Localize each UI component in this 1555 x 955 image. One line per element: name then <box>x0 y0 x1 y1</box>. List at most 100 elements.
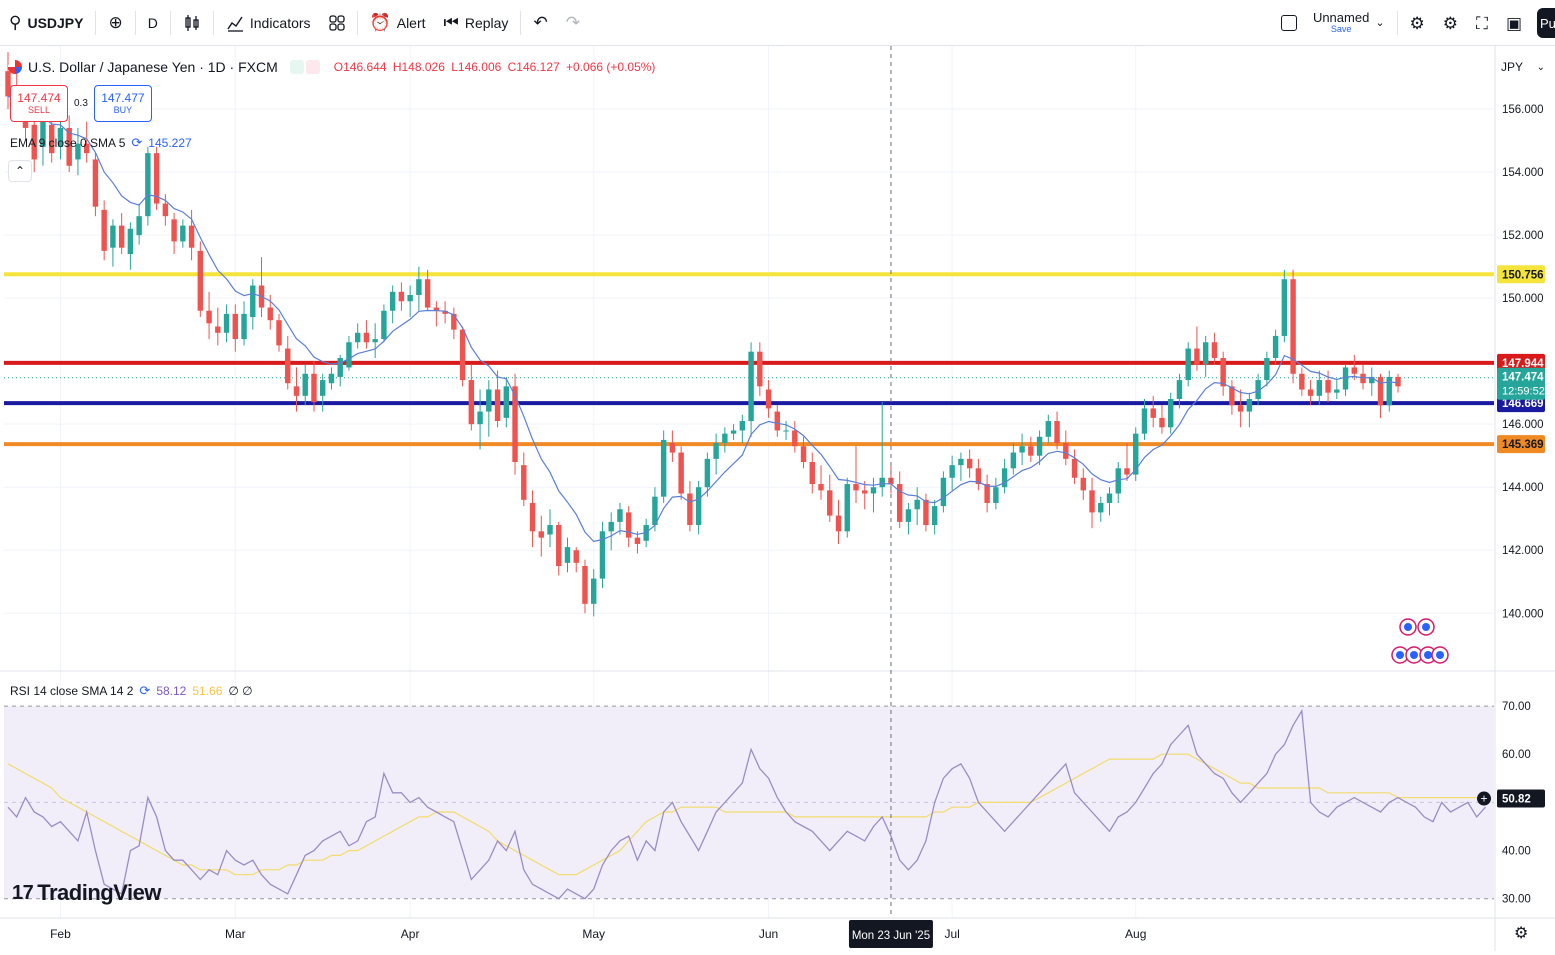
candle-body <box>398 291 405 302</box>
redo-icon: ↷ <box>565 13 580 32</box>
fullscreen-button[interactable]: ⛶ <box>1467 0 1497 46</box>
legend-title: U.S. Dollar / Japanese Yen · 1D · FXCM <box>28 59 278 75</box>
candle-body <box>83 143 90 154</box>
chart-container[interactable]: 156.000154.000152.000150.000148.000146.0… <box>0 46 1555 955</box>
chart-type-button[interactable] <box>174 0 210 46</box>
symbol-search-button[interactable]: ⚲ USDJPY <box>0 0 92 46</box>
quick-search-button[interactable]: ⚙ <box>1401 0 1434 46</box>
replay-button[interactable]: ⏮ Replay <box>435 0 518 46</box>
indicators-button[interactable]: Indicators <box>217 0 320 46</box>
candle-body <box>1194 348 1200 365</box>
candle-body <box>538 531 544 538</box>
add-alert-icon[interactable] <box>1477 791 1491 806</box>
loading-icon: ⟳ <box>139 683 151 698</box>
candle-body <box>328 373 335 384</box>
candle-body <box>197 250 204 311</box>
settings-button[interactable]: ⚙ <box>1434 0 1467 46</box>
candle-body <box>905 509 912 522</box>
rsi-lines <box>7 708 1486 900</box>
collapse-legend-button[interactable]: ⌃ <box>8 160 32 182</box>
market-open-icon <box>289 60 304 74</box>
logo-text: TradingView <box>37 880 161 905</box>
toolbar-divider <box>1396 11 1398 35</box>
candle-body <box>1141 408 1148 434</box>
candle-body <box>459 329 466 381</box>
rsi-series-line <box>7 708 1486 900</box>
main-legend: U.S. Dollar / Japanese Yen · 1D · FXCM O… <box>8 59 658 75</box>
candle-body <box>66 127 72 166</box>
compare-symbol-button[interactable]: ⊕ <box>99 0 131 46</box>
axis-currency-button[interactable]: JPY ⌄ <box>1497 56 1549 78</box>
crosshair-date-label-bg <box>848 920 933 948</box>
candle-body <box>1307 389 1314 396</box>
date-axis-tick-label: Feb <box>50 927 71 941</box>
interval-button[interactable]: D <box>139 0 167 46</box>
candle-body <box>250 285 256 318</box>
indicators-icon <box>227 16 243 32</box>
date-axis-tick-label: Apr <box>401 927 420 941</box>
level-price-label: 145.369 <box>1502 439 1544 451</box>
search-icon: ⚲ <box>9 13 22 32</box>
candle-body <box>547 525 553 535</box>
candle-body <box>337 358 343 377</box>
last-price-label-bg <box>1497 367 1545 400</box>
candle-body <box>1377 376 1384 406</box>
tradingview-logo[interactable]: 17 TradingView <box>12 880 161 906</box>
flag-icon <box>1422 623 1430 631</box>
candle-body <box>407 294 413 302</box>
candle-body <box>879 477 885 488</box>
sell-button[interactable]: 147.474 SELL <box>10 85 68 122</box>
ema-legend[interactable]: EMA 9 close 0 SMA 5 ⟳ 145.227 <box>10 135 192 151</box>
price-labels: 150.756 147.944 146.669 145.369 147.474 12:59… <box>848 265 1545 948</box>
price-axis-tick-label: 144.000 <box>1502 482 1544 494</box>
candle-body <box>993 487 999 503</box>
publish-button[interactable]: Pu <box>1537 8 1555 38</box>
price-axis-tick-label: 146.000 <box>1502 419 1544 431</box>
alert-label: Alert <box>396 14 426 31</box>
add-symbol-icon: ⊕ <box>108 13 123 32</box>
sell-price: 147.474 <box>17 90 61 105</box>
candle-body <box>1246 398 1253 412</box>
candle-body <box>1351 367 1357 374</box>
ohlc-low: L146.006 <box>451 60 502 74</box>
rsi-value: 58.12 <box>156 684 187 698</box>
templates-button[interactable] <box>320 0 354 46</box>
candle-body <box>49 124 55 154</box>
replay-icon: ⏮ <box>443 13 459 32</box>
candle-body <box>739 421 746 431</box>
toolbar-divider <box>134 10 136 35</box>
candle-body <box>1036 436 1043 456</box>
candle-body <box>704 458 711 488</box>
settings-icon: ⚙ <box>1514 925 1529 942</box>
candle-body <box>870 487 877 494</box>
chart-canvas[interactable]: 156.000154.000152.000150.000148.000146.0… <box>0 46 1555 955</box>
candle-body <box>1054 421 1060 444</box>
rsi-legend[interactable]: RSI 14 close SMA 14 2 ⟳ 58.12 51.66 ∅ ∅ <box>10 683 253 699</box>
candle-body <box>1325 380 1331 393</box>
candle-body <box>853 484 859 491</box>
snapshot-button[interactable]: ▣ <box>1497 0 1531 46</box>
candle-body <box>442 310 448 314</box>
rsi-extra: ∅ ∅ <box>228 684 253 698</box>
chevron-up-icon: ⌃ <box>14 164 26 178</box>
candle-body <box>477 411 483 425</box>
ohlc-change: +0.066 (+0.05%) <box>566 60 656 74</box>
buy-button[interactable]: 147.477 BUY <box>93 85 152 122</box>
redo-button[interactable]: ↷ <box>557 0 589 46</box>
undo-button[interactable]: ↶ <box>524 0 556 46</box>
layout-checkbox[interactable] <box>1280 15 1297 31</box>
axis-settings-button[interactable]: ⚙ <box>1514 923 1528 943</box>
candle-body <box>1185 348 1191 381</box>
candle-body <box>1360 373 1366 384</box>
candle-body <box>389 291 396 311</box>
last-price-label: 147.474 <box>1502 372 1544 384</box>
candle-body <box>433 307 440 311</box>
candle-body <box>1080 477 1086 491</box>
candle-body <box>302 373 308 396</box>
layout-button[interactable]: Unnamed Save ⌄ <box>1272 0 1394 46</box>
alert-button[interactable]: ⏰ Alert <box>361 0 435 46</box>
candle-body <box>110 225 116 248</box>
ema-value: 145.227 <box>148 136 192 150</box>
ema-series-line <box>7 95 1399 543</box>
candle-body <box>730 430 737 434</box>
